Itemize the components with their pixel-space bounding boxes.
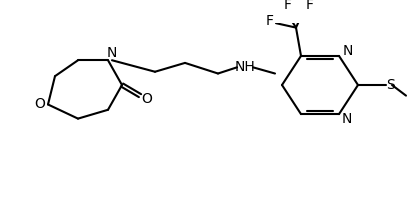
Text: N: N	[341, 112, 351, 126]
Text: O: O	[34, 97, 45, 111]
Text: NH: NH	[234, 60, 255, 74]
Text: O: O	[141, 92, 152, 106]
Text: N: N	[342, 44, 352, 58]
Text: F: F	[283, 0, 291, 12]
Text: F: F	[305, 0, 313, 12]
Text: F: F	[265, 14, 273, 28]
Text: S: S	[386, 78, 394, 92]
Text: N: N	[107, 46, 117, 60]
